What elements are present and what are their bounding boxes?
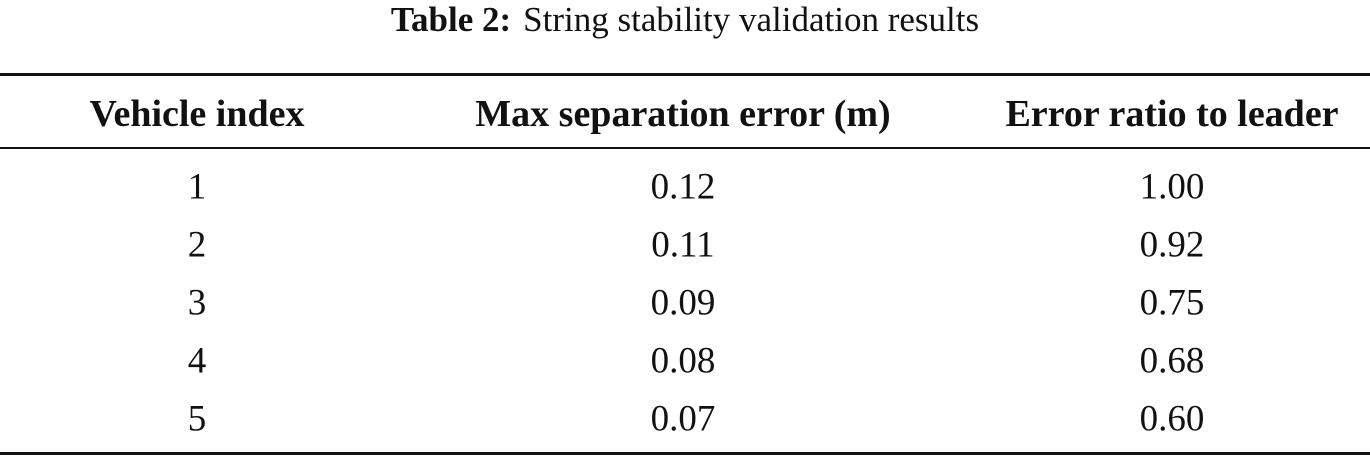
table-cell: 0.09: [650, 282, 716, 324]
header-cell: Max separation error (m): [475, 93, 891, 135]
table-cell: 0.12: [650, 166, 716, 208]
table-caption: Table 2: String stability validation resu…: [0, 0, 1370, 40]
top-rule: [0, 73, 1370, 76]
table-cell: 1.00: [1139, 166, 1205, 208]
table-cell: 5: [187, 398, 207, 440]
table-cell: 0.92: [1139, 224, 1205, 266]
header-cell: Error ratio to leader: [1005, 93, 1339, 135]
table-cell: 3: [187, 282, 207, 324]
table-cell: 0.68: [1139, 340, 1205, 382]
table-cell: 4: [187, 340, 207, 382]
table-cell: 2: [187, 224, 207, 266]
table-cell: 0.75: [1139, 282, 1205, 324]
bottom-rule: [0, 452, 1370, 455]
header-cell: Vehicle index: [89, 93, 305, 135]
table-cell: 0.08: [650, 340, 716, 382]
table-cell: 0.11: [651, 224, 715, 266]
table-cell: 0.07: [650, 398, 716, 440]
caption-label: Table 2:: [390, 0, 512, 39]
mid-rule: [0, 147, 1370, 149]
table-cell: 1: [187, 166, 207, 208]
table-cell: 0.60: [1139, 398, 1205, 440]
caption-text: String stability validation results: [523, 0, 980, 39]
